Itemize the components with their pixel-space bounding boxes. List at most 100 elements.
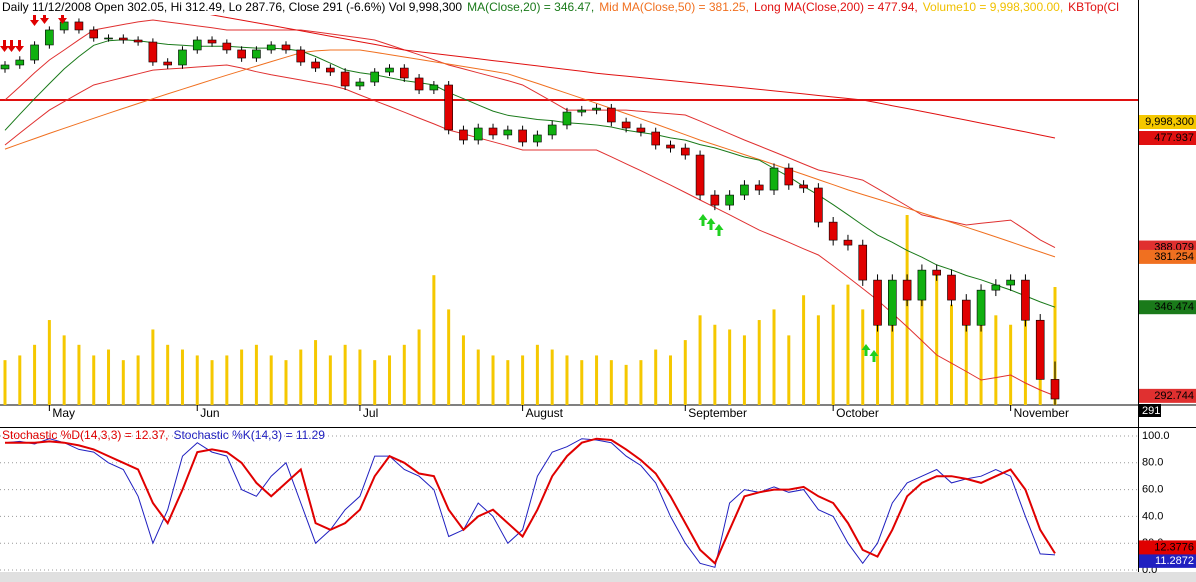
candle-body <box>710 194 720 206</box>
volume-bar <box>166 344 170 405</box>
candle-body <box>0 64 10 70</box>
candle-body <box>547 124 557 136</box>
stochastic-line <box>5 437 1056 565</box>
volume-bar <box>639 360 643 405</box>
axes: May Jun Jul August September October November 9… <box>48 115 1196 576</box>
volume-bar <box>461 335 465 405</box>
buy-arrow <box>698 214 708 226</box>
volume-bar <box>787 335 791 405</box>
candle-body <box>621 121 631 129</box>
volume-bar <box>521 355 525 405</box>
volume-bar <box>565 355 569 405</box>
candle-body <box>355 81 365 87</box>
candle-body <box>326 67 335 73</box>
volume-bar <box>195 355 199 405</box>
sell-arrow <box>7 40 16 52</box>
candle-body <box>148 41 158 63</box>
candle-body <box>991 284 1001 291</box>
header-bg <box>0 0 1138 15</box>
indicator-line <box>4 39 1056 308</box>
x-tick-label: November <box>1014 406 1069 420</box>
candle-body <box>1006 279 1015 286</box>
price-panel <box>0 1 1138 405</box>
volume-bar <box>33 344 37 405</box>
y-tick-label: 100.0 <box>1142 430 1170 442</box>
buy-arrow <box>869 350 879 362</box>
volume-bar <box>757 320 761 405</box>
volume-bar <box>535 344 539 405</box>
volume-bar <box>269 355 273 405</box>
volume-bar <box>550 349 554 405</box>
volume-bar <box>1053 287 1057 405</box>
volume-bar <box>254 344 258 405</box>
signal-arrows <box>0 12 879 362</box>
last-value-box <box>1139 115 1196 129</box>
candle-body <box>888 279 897 326</box>
candle-body <box>873 279 882 326</box>
candle-body <box>74 21 84 31</box>
candle-body <box>192 39 202 51</box>
candle-body <box>828 221 838 241</box>
buy-arrow <box>714 224 724 236</box>
volume-bar <box>595 355 599 405</box>
chart-header: Daily 11/12/2008 Open 302.05, Hi 312.49,… <box>2 0 1119 14</box>
candle-body <box>45 29 54 46</box>
candle-body <box>577 109 587 113</box>
volume-bar <box>432 275 436 405</box>
candle-body <box>237 49 246 59</box>
last-value-box <box>1139 388 1196 403</box>
volume-bar <box>506 360 510 405</box>
last-value-label: 12.3776 <box>1154 541 1194 553</box>
candle-body <box>607 107 616 123</box>
x-tick-label: October <box>836 406 879 420</box>
candle-body <box>917 269 927 301</box>
volume-bar <box>62 335 66 405</box>
header-part: MA(Close,20) = 346.47, <box>467 0 594 14</box>
last-value-label: 477.937 <box>1154 132 1194 144</box>
volume-bar <box>668 355 672 405</box>
x-tick-label: Jun <box>200 406 219 420</box>
last-value-box <box>1139 553 1196 568</box>
candle-body <box>666 144 675 149</box>
volume-bar <box>964 320 968 405</box>
candle-body <box>281 44 291 51</box>
volume-bar <box>343 344 347 405</box>
buy-arrow <box>706 218 716 230</box>
header-part: Long MA(Close,200) = 477.94, <box>754 0 918 14</box>
buy-arrow <box>861 344 871 356</box>
close-label-box <box>1139 404 1161 418</box>
volume-bar <box>979 309 983 405</box>
volume-bar <box>802 295 806 405</box>
volume-bar <box>905 215 909 405</box>
volume-bar <box>876 315 880 405</box>
volume-bar <box>994 315 998 405</box>
candle-body <box>1050 379 1060 400</box>
volume-bar <box>728 329 732 405</box>
candle-body <box>178 49 187 66</box>
candle-body <box>858 244 868 281</box>
volume-bar <box>624 364 628 405</box>
candle-body <box>444 84 453 131</box>
volume-bar <box>935 270 939 405</box>
candle-body <box>902 279 912 301</box>
candle-body <box>163 61 172 66</box>
volume-bar <box>949 304 953 405</box>
volume-bar <box>890 295 894 405</box>
stochastic-panel <box>0 435 1138 571</box>
volume-bar <box>831 304 835 405</box>
candle-body <box>459 129 468 141</box>
candle-body <box>932 269 941 276</box>
candle-body <box>399 67 409 79</box>
volume-bar <box>491 355 495 405</box>
candle-body <box>1035 319 1045 380</box>
candle-body <box>562 111 572 126</box>
candle-body <box>1021 279 1030 321</box>
y-tick-label: 60.0 <box>1142 484 1163 496</box>
sell-arrow <box>40 12 49 24</box>
header-part: Stochastic %D(14,3,3) = 12.37, <box>2 428 168 442</box>
last-value-label: 9,998,300 <box>1145 116 1194 128</box>
volume-bar <box>402 344 406 405</box>
volume-bar <box>698 315 702 405</box>
